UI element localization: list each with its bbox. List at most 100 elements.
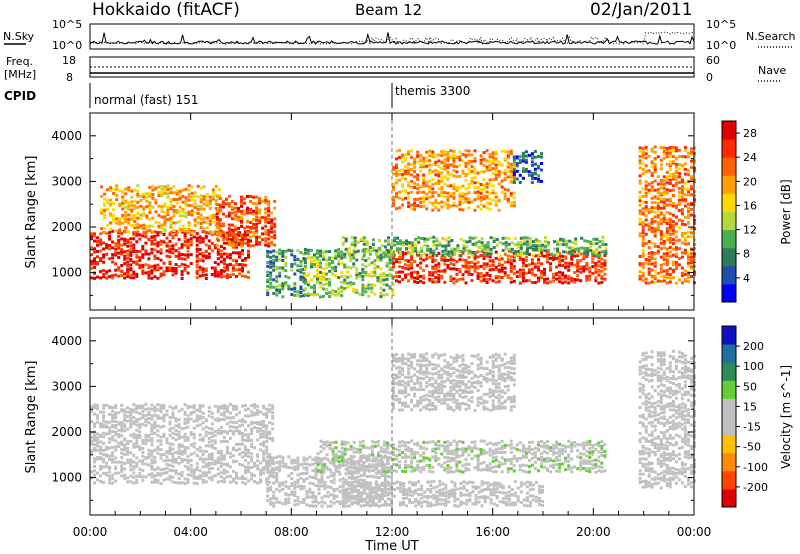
velocity-cell bbox=[314, 504, 318, 508]
velocity-cell bbox=[434, 352, 438, 356]
power-cell bbox=[264, 243, 268, 247]
power-cell bbox=[659, 178, 663, 182]
velocity-cell bbox=[262, 456, 266, 460]
power-cell bbox=[671, 232, 675, 236]
power-cell bbox=[346, 265, 350, 269]
power-cell bbox=[423, 244, 427, 248]
velocity-cell bbox=[93, 473, 96, 477]
velocity-cell bbox=[177, 425, 181, 429]
velocity-cell bbox=[461, 374, 465, 377]
power-cell bbox=[264, 216, 268, 220]
power-cell bbox=[174, 271, 178, 275]
velocity-cell bbox=[407, 380, 411, 384]
power-cell bbox=[313, 253, 316, 257]
power-cell bbox=[665, 203, 669, 207]
velocity-cell bbox=[419, 384, 423, 388]
power-cell bbox=[181, 194, 185, 198]
power-cell bbox=[653, 163, 657, 166]
power-cell bbox=[582, 265, 586, 269]
power-cell bbox=[401, 250, 405, 254]
power-cell bbox=[296, 257, 300, 261]
power-cell bbox=[555, 265, 559, 269]
power-cell bbox=[480, 249, 484, 253]
power-cell bbox=[533, 155, 537, 159]
power-cell bbox=[582, 255, 586, 259]
power-cell bbox=[187, 212, 191, 216]
power-cell bbox=[385, 293, 389, 297]
power-cell bbox=[299, 287, 303, 291]
velocity-cell bbox=[241, 418, 244, 422]
power-cell bbox=[135, 232, 139, 236]
power-cell bbox=[347, 250, 351, 254]
power-cell bbox=[231, 273, 235, 276]
velocity-cell bbox=[278, 469, 282, 473]
power-cell bbox=[513, 254, 517, 258]
power-cell bbox=[413, 204, 417, 208]
power-cell bbox=[407, 191, 411, 195]
power-cell bbox=[431, 280, 435, 284]
power-cell bbox=[518, 161, 522, 164]
power-cell bbox=[674, 222, 678, 226]
velocity-cell bbox=[407, 367, 411, 371]
velocity-cell bbox=[147, 407, 151, 411]
velocity-cell bbox=[204, 457, 208, 461]
power-cell bbox=[215, 232, 219, 236]
power-cell bbox=[190, 204, 194, 208]
power-cell bbox=[524, 160, 528, 164]
power-cell bbox=[552, 275, 556, 279]
power-cell bbox=[547, 249, 550, 253]
power-cell bbox=[647, 240, 651, 243]
velocity-cell bbox=[114, 433, 118, 436]
power-cell bbox=[190, 185, 194, 189]
velocity-cell bbox=[120, 403, 124, 407]
velocity-cell bbox=[177, 477, 181, 481]
velocity-cell bbox=[198, 438, 202, 442]
power-cell bbox=[401, 198, 405, 201]
power-cell bbox=[644, 164, 648, 168]
velocity-cell bbox=[114, 413, 118, 417]
power-cell bbox=[410, 276, 414, 280]
power-cell bbox=[109, 212, 113, 216]
velocity-cell bbox=[266, 489, 270, 493]
power-cell bbox=[247, 270, 250, 274]
velocity-cell bbox=[150, 454, 154, 458]
power-cell bbox=[370, 270, 374, 274]
power-cell bbox=[580, 246, 584, 250]
power-cell bbox=[677, 180, 681, 184]
power-cell bbox=[184, 211, 188, 215]
power-cell bbox=[518, 255, 522, 259]
velocity-cell bbox=[425, 397, 429, 401]
power-cell bbox=[641, 211, 645, 215]
power-cell bbox=[662, 153, 666, 157]
power-cell bbox=[687, 258, 690, 261]
power-cell bbox=[367, 256, 371, 260]
power-cell bbox=[379, 295, 383, 299]
velocity-cell bbox=[156, 451, 160, 455]
velocity-cell bbox=[296, 462, 300, 466]
power-cell bbox=[589, 249, 593, 253]
power-cell bbox=[665, 272, 669, 276]
power-cell bbox=[690, 231, 693, 235]
power-cell bbox=[177, 264, 181, 268]
power-cell bbox=[99, 238, 103, 242]
power-cell bbox=[90, 234, 93, 238]
power-cell bbox=[395, 271, 398, 275]
power-cell bbox=[227, 243, 231, 247]
power-cell bbox=[600, 280, 604, 284]
power-cell bbox=[382, 283, 386, 287]
power-cell bbox=[195, 256, 199, 260]
velocity-cell bbox=[114, 430, 118, 434]
velocity-cell bbox=[189, 433, 193, 436]
power-cell bbox=[449, 184, 453, 188]
power-cell bbox=[446, 176, 450, 180]
power-cell bbox=[401, 257, 405, 261]
power-cell bbox=[503, 188, 507, 192]
power-cell bbox=[204, 231, 208, 235]
velocity-cell bbox=[219, 412, 223, 416]
power-cell bbox=[147, 264, 151, 268]
power-cell bbox=[322, 275, 325, 279]
power-cell bbox=[671, 225, 675, 229]
power-cell bbox=[380, 244, 384, 248]
power-cell bbox=[266, 293, 270, 297]
power-cell bbox=[234, 217, 237, 221]
